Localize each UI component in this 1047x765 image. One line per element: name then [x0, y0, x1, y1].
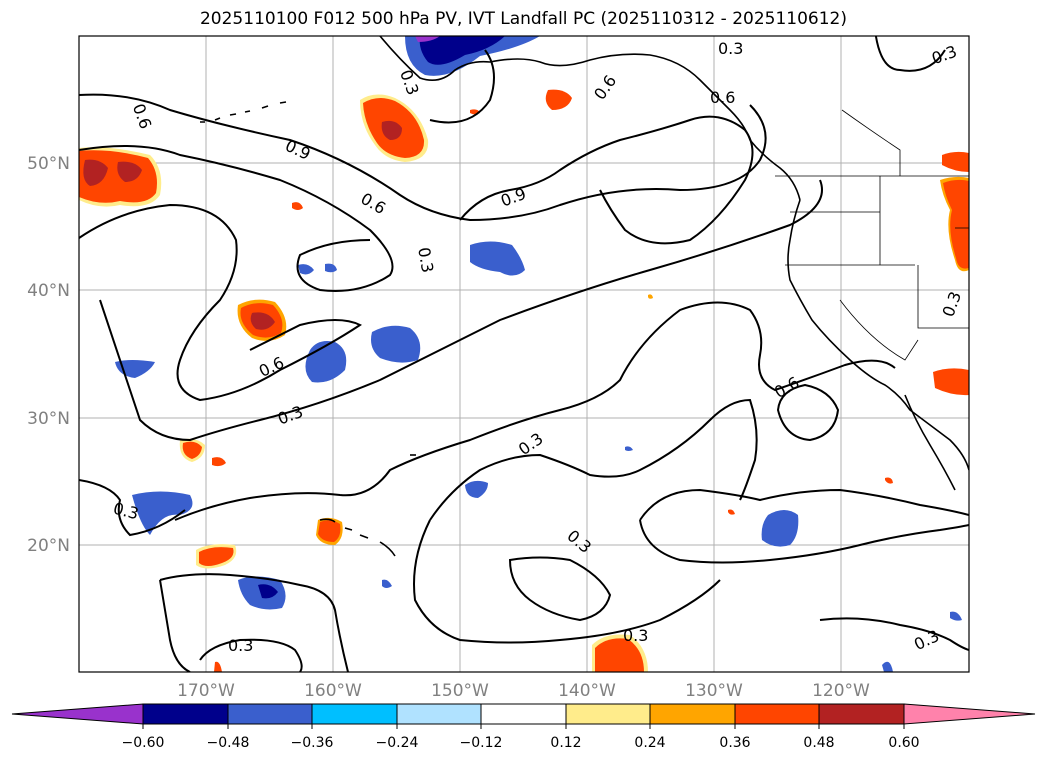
lat-label: 50°N	[27, 154, 70, 174]
chart-title: 2025110100 F012 500 hPa PV, IVT Landfall…	[199, 9, 847, 29]
lon-labels: 170°W 160°W 150°W 140°W 130°W 120°W	[177, 681, 870, 701]
pv-contours	[79, 36, 969, 672]
map-background	[79, 36, 969, 672]
colorbar-segment	[227, 703, 313, 725]
colorbar-segment	[142, 703, 229, 725]
colorbar-segment	[649, 703, 736, 725]
coastlines	[200, 36, 969, 557]
borders	[775, 109, 969, 361]
colorbar-segment	[565, 703, 651, 725]
lon-label: 170°W	[177, 681, 235, 701]
colorbar-segment	[734, 703, 820, 725]
colorbar-tick: 0.60	[888, 735, 919, 751]
colorbar-tick: 0.48	[803, 735, 834, 751]
pv-shading	[79, 36, 969, 672]
colorbar-tick: 0.12	[550, 735, 581, 751]
colorbar-segment	[818, 703, 905, 725]
colorbar-tick: 0.24	[634, 735, 665, 751]
colorbar-tick: 0.36	[719, 735, 750, 751]
lon-label: 150°W	[431, 681, 489, 701]
colorbar-tick: −0.48	[207, 735, 250, 751]
shade-neg-2	[470, 241, 525, 276]
colorbar-segment	[396, 703, 482, 725]
lat-label: 20°N	[27, 536, 70, 556]
lon-label: 130°W	[685, 681, 743, 701]
colorbar	[11, 703, 1036, 729]
contour-label: 0.3	[228, 636, 253, 655]
contour-label: 0.6	[710, 88, 735, 107]
contour-label: 0.3	[623, 626, 648, 645]
contour-label: 0.3	[718, 39, 743, 58]
shade-neg-6	[761, 510, 799, 547]
lat-label: 40°N	[27, 281, 70, 301]
colorbar-extend-high	[903, 703, 1036, 725]
colorbar-labels: −0.60 −0.48 −0.36 −0.24 −0.12 0.12 0.24 …	[122, 735, 920, 751]
colorbar-tick: −0.24	[376, 735, 419, 751]
colorbar-segment	[480, 703, 567, 725]
lon-label: 160°W	[304, 681, 362, 701]
lon-label: 120°W	[812, 681, 870, 701]
colorbar-extend-low	[11, 703, 144, 725]
lon-label: 140°W	[558, 681, 616, 701]
lat-labels: 50°N 40°N 30°N 20°N	[27, 154, 70, 556]
lat-label: 30°N	[27, 409, 70, 429]
colorbar-tick: −0.60	[122, 735, 165, 751]
map-frame	[78, 35, 970, 673]
colorbar-segment	[311, 703, 398, 725]
colorbar-tick: −0.12	[460, 735, 503, 751]
colorbar-tick: −0.36	[291, 735, 334, 751]
contour-label: 0.3	[414, 246, 437, 274]
shade-neg-4	[132, 491, 193, 535]
gridlines	[79, 36, 969, 672]
